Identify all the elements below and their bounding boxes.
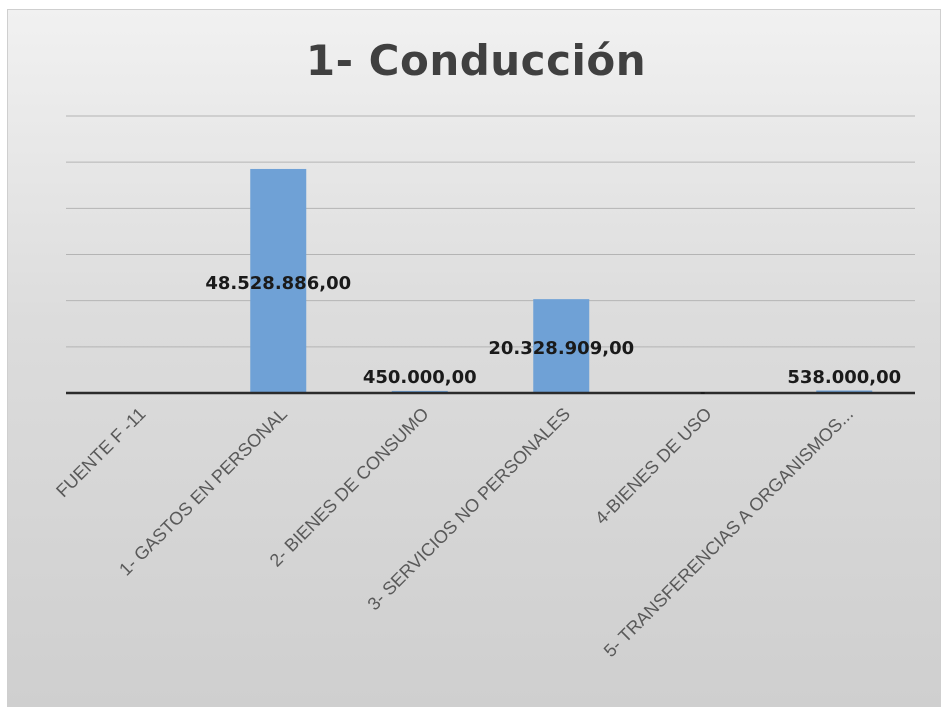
category-label: 4-BIENES DE USO (591, 404, 715, 528)
category-label: 5- TRANSFERENCIAS A ORGANISMOS... (600, 404, 857, 661)
bar (533, 299, 590, 393)
chart-title: 1- Conducción (305, 36, 647, 85)
data-label: - (700, 386, 705, 401)
data-label: 48.528.886,00 (205, 273, 351, 294)
chart-area (7, 9, 941, 707)
category-label: FUENTE F -11 (52, 404, 149, 501)
category-label: 2- BIENES DE CONSUMO (266, 404, 433, 571)
bar (250, 168, 307, 393)
data-label: 20.328.909,00 (488, 338, 634, 359)
data-label: 450.000,00 (363, 367, 477, 388)
category-label: 1- GASTOS EN PERSONAL (115, 404, 291, 580)
data-label: 538.000,00 (787, 367, 901, 388)
